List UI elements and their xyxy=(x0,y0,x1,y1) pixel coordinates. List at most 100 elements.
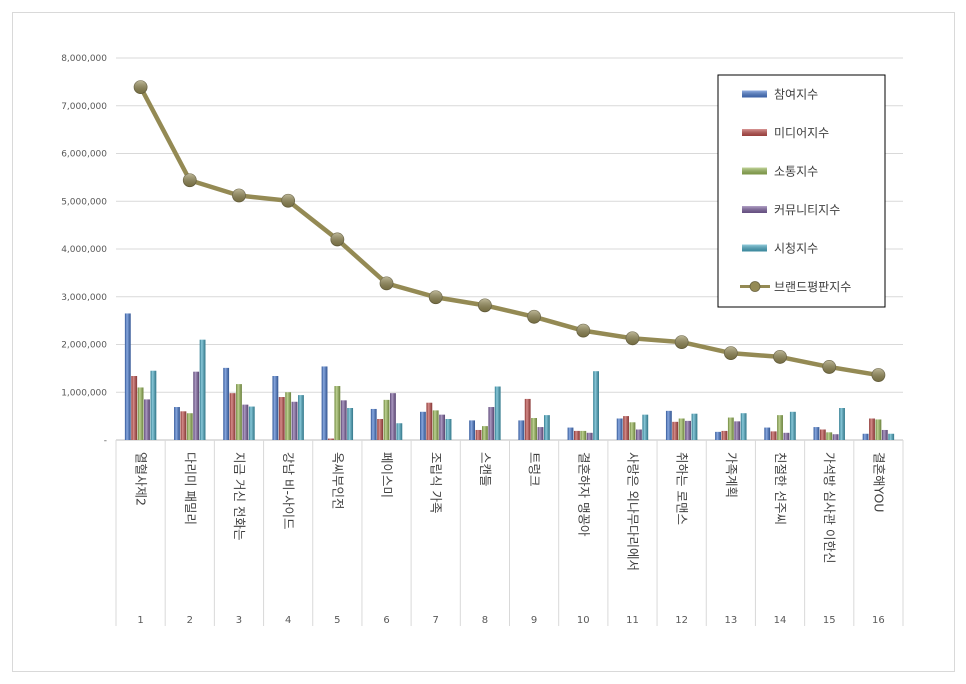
x-category-number: 6 xyxy=(383,615,389,626)
line-marker-shading xyxy=(773,350,787,364)
bar-shading xyxy=(635,429,642,440)
bar-shading xyxy=(229,393,236,440)
bar-shading xyxy=(888,433,895,440)
legend-label: 커뮤니티지수 xyxy=(774,203,840,217)
bar-shading xyxy=(131,376,138,440)
legend-label: 미디어지수 xyxy=(774,126,829,140)
x-category-label: 사랑은 외나무다리에서 xyxy=(625,452,640,571)
x-category-label: 친절한 선주씨 xyxy=(773,452,788,525)
x-category-number: 4 xyxy=(285,615,291,626)
bar-shading xyxy=(124,313,131,440)
bar-shading xyxy=(223,367,230,440)
bar-shading xyxy=(869,418,875,440)
legend-swatch-shading xyxy=(742,244,767,252)
x-category-label: 열혈사제2 xyxy=(134,452,149,506)
bar-shading xyxy=(537,427,544,440)
bar-shading xyxy=(494,386,501,440)
bar-shading xyxy=(186,413,193,440)
bar-shading xyxy=(475,429,482,440)
x-category-number: 14 xyxy=(774,615,787,626)
y-tick-label: - xyxy=(104,436,107,446)
bar-shading xyxy=(383,399,390,440)
bar-shading xyxy=(875,419,882,440)
line-marker-shading xyxy=(576,324,590,338)
x-category-number: 8 xyxy=(482,615,488,626)
bar-shading xyxy=(665,410,672,440)
x-category-number: 2 xyxy=(187,615,193,626)
x-category-number: 5 xyxy=(334,615,340,626)
chart: - 1,000,000 2,000,000 3,000,000 4,000,000 5,0… xyxy=(61,54,904,626)
x-category-label: 가석방 심사관 이한신 xyxy=(822,452,837,563)
bar-shading xyxy=(531,418,537,440)
line-marker-shading xyxy=(281,194,295,208)
bar-shading xyxy=(426,402,433,440)
x-category-number: 15 xyxy=(823,615,836,626)
y-tick-label: 6,000,000 xyxy=(61,150,107,160)
bar-shading xyxy=(150,370,157,440)
bar-shading xyxy=(180,411,187,440)
bar-shading xyxy=(482,426,488,440)
bar-shading xyxy=(445,418,452,440)
x-category-label: 결혼해YOU xyxy=(871,452,886,512)
bar-shading xyxy=(242,404,249,440)
bar-shading xyxy=(678,418,685,440)
bar-shading xyxy=(672,421,679,440)
bar-shading xyxy=(193,371,200,440)
x-category-label: 다리미 패밀리 xyxy=(183,452,198,525)
line-marker-shading xyxy=(134,80,148,94)
x-category-label: 옥씨부인전 xyxy=(330,452,345,510)
x-category-label: 가족계획 xyxy=(724,452,739,498)
x-category-label: 트렁크 xyxy=(527,452,542,487)
bar-shading xyxy=(819,429,826,440)
y-tick-label: 1,000,000 xyxy=(61,388,107,398)
bar-shading xyxy=(396,423,403,440)
bar-shading xyxy=(691,413,698,440)
bar-shading xyxy=(593,371,599,440)
x-category-label: 조립식 가족 xyxy=(429,452,444,513)
line-marker-shading xyxy=(871,368,885,382)
chart-frame: - 1,000,000 2,000,000 3,000,000 4,000,000 5,0… xyxy=(12,12,955,672)
bar-shading xyxy=(783,432,790,440)
bar-shading xyxy=(328,438,334,440)
x-category-number: 16 xyxy=(872,615,885,626)
bar-shading xyxy=(377,418,384,440)
bar-shading xyxy=(580,430,587,440)
legend-label: 시청지수 xyxy=(774,242,818,256)
line-marker-shading xyxy=(380,276,394,290)
bar-shading xyxy=(623,416,629,440)
x-category-label: 강남 비-사이드 xyxy=(281,452,296,529)
bar-shading xyxy=(298,395,304,440)
y-tick-label: 4,000,000 xyxy=(61,245,107,255)
brand-line xyxy=(138,86,879,378)
line-marker-shading xyxy=(429,290,443,304)
x-category-number: 7 xyxy=(433,615,439,626)
bar-shading xyxy=(727,417,734,440)
legend-label: 참여지수 xyxy=(774,88,818,102)
bar-shading xyxy=(740,413,747,440)
legend-swatch-shading xyxy=(742,90,767,98)
bar-shading xyxy=(370,408,377,440)
bar-shading xyxy=(764,427,771,440)
x-category-label: 취하는 로맨스 xyxy=(675,452,690,525)
line-series xyxy=(133,80,886,382)
bar-shading xyxy=(518,420,525,440)
x-category-number: 10 xyxy=(577,615,590,626)
bar-shading xyxy=(347,408,354,440)
bar-shading xyxy=(469,420,476,440)
bar-shading xyxy=(789,411,796,440)
x-category-number: 3 xyxy=(236,615,242,626)
line-marker-shading xyxy=(625,331,639,345)
bar-shading xyxy=(524,398,531,440)
bar-shading xyxy=(420,411,426,440)
legend-swatch-shading xyxy=(742,206,767,213)
bar-shading xyxy=(813,427,820,440)
bar-shading xyxy=(777,415,783,440)
line-marker-shading xyxy=(822,360,836,374)
bar-shading xyxy=(862,433,869,440)
bar-shading xyxy=(832,434,839,440)
y-tick-label: 8,000,000 xyxy=(61,54,107,64)
bar-shading xyxy=(285,392,292,440)
bars xyxy=(124,313,895,440)
line-marker-shading xyxy=(330,232,344,246)
legend-marker xyxy=(749,281,761,292)
